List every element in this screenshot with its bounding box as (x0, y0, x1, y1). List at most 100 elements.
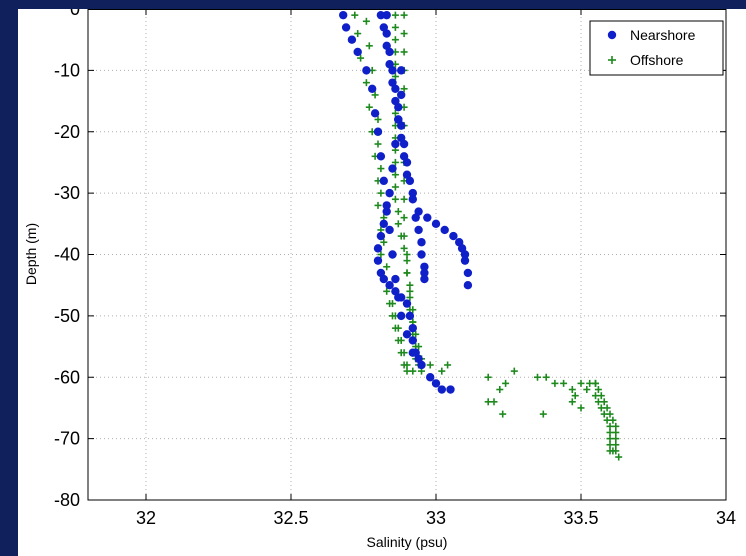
offshore-point (409, 367, 417, 375)
offshore-point (391, 195, 399, 203)
offshore-point (391, 36, 399, 44)
nearshore-point (446, 385, 455, 394)
nearshore-point (397, 293, 406, 302)
nearshore-point (408, 336, 417, 345)
y-tick-label: -30 (54, 183, 80, 203)
offshore-point (560, 379, 568, 387)
nearshore-point (402, 299, 412, 308)
offshore-point (400, 11, 408, 19)
nearshore-point (391, 139, 400, 149)
nearshore-point (379, 219, 388, 229)
offshore-point (499, 410, 507, 418)
offshore-point (600, 410, 608, 418)
x-tick-label: 32 (136, 508, 156, 528)
offshore-point (391, 23, 399, 31)
offshore-point (362, 17, 370, 25)
offshore-point (377, 251, 385, 258)
y-tick-label: -10 (54, 60, 80, 80)
offshore-point (374, 201, 382, 209)
nearshore-point (440, 225, 449, 235)
nearshore-point (341, 23, 351, 32)
nearshore-point (373, 244, 383, 253)
offshore-point (394, 208, 402, 216)
offshore-point (400, 195, 408, 203)
offshore-point (496, 386, 504, 394)
nearshore-point (373, 256, 383, 265)
offshore-point (606, 428, 614, 436)
offshore-point (603, 416, 611, 424)
y-axis-label: Depth (m) (23, 223, 39, 285)
nearshore-point (431, 379, 441, 388)
nearshore-point (426, 373, 435, 382)
nearshore-point (408, 195, 417, 204)
nearshore-point (405, 311, 415, 321)
legend-offshore-marker (608, 56, 616, 64)
offshore-point (606, 435, 614, 443)
nearshore-point (449, 231, 458, 241)
nearshore-point (408, 188, 417, 198)
offshore-point (400, 30, 408, 38)
x-axis-label: Salinity (psu) (367, 534, 448, 550)
offshore-point (377, 189, 385, 197)
nearshore-point (382, 29, 391, 38)
nearshore-point (402, 330, 412, 339)
offshore-point (400, 48, 408, 56)
offshore-point (606, 441, 614, 449)
legend-nearshore-label: Nearshore (630, 27, 696, 43)
nearshore-point (431, 219, 441, 229)
nearshore-point (391, 274, 400, 284)
offshore-point (397, 336, 405, 344)
nearshore-point (397, 90, 406, 100)
offshore-point (362, 79, 370, 87)
offshore-point (594, 398, 602, 406)
offshore-point (400, 232, 408, 240)
offshore-point (371, 91, 379, 99)
offshore-point (351, 11, 359, 19)
nearshore-point (460, 250, 470, 259)
nearshore-point (420, 268, 429, 278)
offshore-point (406, 281, 414, 289)
nearshore-point (368, 84, 377, 93)
offshore-point (568, 386, 576, 394)
offshore-point (542, 373, 550, 381)
offshore-point (383, 263, 391, 271)
offshore-point (374, 115, 382, 123)
nearshore-point (411, 213, 420, 222)
offshore-point (391, 73, 399, 81)
offshore-point (484, 373, 492, 381)
nearshore-point (376, 231, 386, 241)
nearshore-point (402, 158, 412, 167)
nearshore-point (382, 207, 391, 216)
offshore-point (539, 410, 547, 418)
nearshore-point (460, 256, 470, 265)
offshore-point (383, 287, 391, 295)
y-tick-label: -60 (54, 367, 80, 387)
nearshore-point (347, 35, 357, 44)
nearshore-point (420, 262, 429, 271)
nearshore-point (376, 152, 386, 161)
y-tick-label: -70 (54, 429, 80, 449)
nearshore-point (382, 10, 391, 20)
nearshore-point (385, 188, 394, 198)
nearshore-point (385, 47, 394, 57)
offshore-point (391, 183, 399, 191)
nearshore-point (385, 225, 394, 235)
nearshore-point (385, 280, 394, 290)
offshore-point (365, 42, 373, 50)
nearshore-point (397, 66, 406, 75)
offshore-point (391, 109, 399, 117)
legend-box (589, 20, 724, 76)
offshore-point (354, 30, 362, 38)
nearshore-point (379, 274, 388, 284)
nearshore-point (437, 385, 446, 394)
nearshore-point (463, 280, 473, 290)
offshore-point (615, 453, 623, 461)
nearshore-point (388, 250, 397, 259)
offshore-point (389, 300, 396, 308)
nearshore-point (362, 66, 371, 75)
offshore-point (606, 422, 614, 430)
nearshore-point (394, 115, 403, 124)
offshore-point (577, 404, 585, 412)
offshore-point (484, 398, 492, 406)
x-tick-label: 34 (716, 508, 736, 528)
